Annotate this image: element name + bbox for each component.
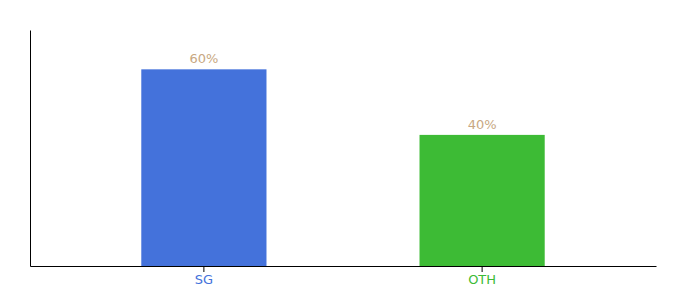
y-axis-line (30, 31, 31, 267)
x-tick-mark (203, 266, 204, 272)
x-tick: SG (195, 266, 213, 287)
x-tick-label: OTH (468, 272, 496, 287)
x-tick-mark (482, 266, 483, 272)
bars (141, 69, 544, 266)
x-tick: OTH (468, 266, 496, 287)
x-tick-label: SG (195, 272, 213, 287)
x-axis: SG OTH (31, 266, 657, 287)
bar (420, 135, 545, 266)
bar (141, 69, 266, 266)
x-axis-line (31, 266, 657, 267)
y-axis (30, 31, 31, 267)
chart: SG OTH 60% 40% (0, 0, 680, 300)
data-labels: 60% 40% (189, 51, 496, 132)
data-label: 60% (189, 51, 218, 66)
data-label: 40% (468, 117, 497, 132)
plot: SG OTH 60% 40% (31, 31, 657, 288)
